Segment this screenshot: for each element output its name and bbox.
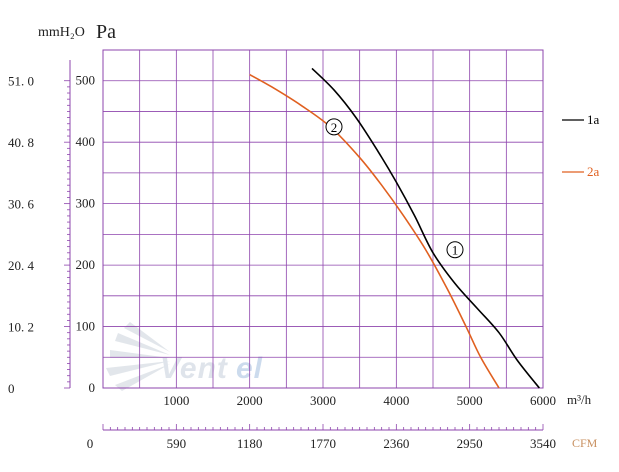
y-tick-label: 200 bbox=[76, 257, 96, 272]
x2-axis-label: CFM bbox=[572, 436, 598, 450]
x-tick-label: 2000 bbox=[237, 393, 263, 408]
ventel-watermark: Vent el bbox=[106, 322, 262, 391]
x-tick-label: 6000 bbox=[530, 393, 556, 408]
x2-tick-label: 590 bbox=[167, 436, 187, 451]
y2-tick-label: 10. 2 bbox=[8, 320, 34, 335]
curve-marker-label-1a: 1 bbox=[452, 243, 459, 258]
x-tick-label: 1000 bbox=[163, 393, 189, 408]
x-tick-label: 3000 bbox=[310, 393, 336, 408]
y-tick-label: 500 bbox=[76, 73, 96, 88]
curve-marker-1a bbox=[446, 241, 464, 259]
y2-axis-label: mmH₂O bbox=[38, 25, 85, 40]
curve-marker-label-2a: 2 bbox=[331, 120, 338, 135]
plot-axes bbox=[64, 60, 544, 431]
series-layer: 12 bbox=[249, 67, 540, 389]
y-tick-label: 0 bbox=[89, 380, 96, 395]
legend: 1a 2a bbox=[562, 112, 600, 179]
curve-marker-2a bbox=[325, 118, 343, 136]
y-tick-label: 100 bbox=[76, 319, 96, 334]
x2-tick-label: 2950 bbox=[457, 436, 483, 451]
y2-tick-label: 40. 8 bbox=[8, 135, 34, 150]
x2-tick-label: 2360 bbox=[383, 436, 409, 451]
x2-tick-label: 1770 bbox=[310, 436, 336, 451]
legend-label-2a: 2a bbox=[587, 164, 600, 179]
y2-tick-label: 20. 4 bbox=[8, 258, 35, 273]
x-axis-label: m³/h bbox=[567, 392, 592, 407]
x2-tick-label: 0 bbox=[87, 436, 94, 451]
series-line-1a bbox=[311, 67, 540, 389]
y-tick-label: 400 bbox=[76, 134, 96, 149]
x2-tick-label: 1180 bbox=[237, 436, 263, 451]
legend-label-1a: 1a bbox=[587, 112, 600, 127]
y2-tick-label: 30. 6 bbox=[8, 197, 35, 212]
axis-labels: 0 10. 2 20. 4 30. 6 40. 8 51. 0 0 100 200 300 400 5… bbox=[8, 73, 556, 451]
plot-grid bbox=[102, 49, 544, 389]
y2-tick-label: 51. 0 bbox=[8, 74, 34, 89]
x-tick-label: 4000 bbox=[383, 393, 409, 408]
x-tick-label: 5000 bbox=[457, 393, 483, 408]
y-tick-label: 300 bbox=[76, 196, 96, 211]
y2-tick-label: 0 bbox=[8, 381, 15, 396]
series-line-2a bbox=[249, 73, 500, 389]
y-axis-label: Pa bbox=[96, 21, 116, 43]
x2-tick-label: 3540 bbox=[530, 436, 556, 451]
